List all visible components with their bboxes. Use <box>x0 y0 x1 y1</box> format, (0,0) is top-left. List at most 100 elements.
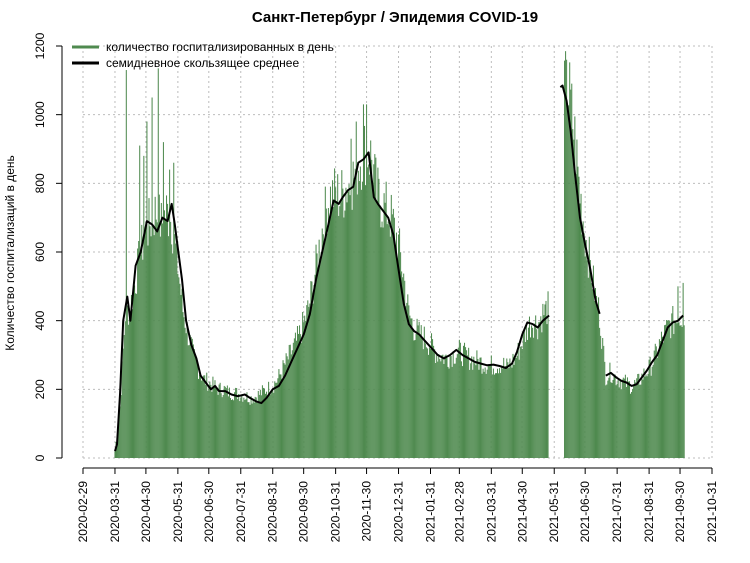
daily-bar <box>154 196 156 459</box>
daily-bar <box>369 174 371 458</box>
legend-label-line: семидневное скользящее среднее <box>106 56 299 70</box>
daily-bar <box>564 60 566 459</box>
daily-bar <box>162 142 164 458</box>
daily-bar <box>679 325 681 458</box>
daily-bar <box>418 321 420 458</box>
daily-bar <box>296 326 298 458</box>
daily-bar <box>255 397 257 458</box>
daily-bar <box>224 386 226 458</box>
daily-bar <box>186 322 188 458</box>
daily-bar <box>451 366 453 458</box>
daily-bar <box>359 166 361 459</box>
daily-bar <box>614 374 616 458</box>
daily-bar <box>546 324 548 458</box>
daily-bar <box>500 372 502 458</box>
daily-bar <box>544 304 546 458</box>
daily-bar <box>149 226 151 458</box>
daily-bar <box>445 354 447 458</box>
daily-bar <box>196 364 198 458</box>
moving-average-line <box>559 84 601 315</box>
daily-bar <box>501 365 503 458</box>
daily-bar <box>664 325 666 458</box>
daily-bar <box>424 343 426 458</box>
daily-bar <box>427 354 429 458</box>
daily-bar <box>343 217 345 458</box>
daily-bar <box>425 347 427 458</box>
daily-bar <box>494 373 496 458</box>
daily-bar <box>431 333 433 458</box>
daily-bar <box>313 285 315 458</box>
daily-bar <box>663 342 665 458</box>
daily-bar <box>593 300 595 458</box>
daily-bar <box>647 373 649 458</box>
daily-bar <box>155 219 157 458</box>
daily-bar <box>201 380 203 458</box>
daily-bar <box>442 354 444 458</box>
x-tick-label: 2020-12-31 <box>392 481 406 543</box>
daily-bar <box>478 369 480 458</box>
daily-bar <box>345 187 347 459</box>
y-tick-label: 600 <box>33 242 47 262</box>
daily-bar <box>161 223 163 458</box>
daily-bar <box>195 360 197 458</box>
daily-bar <box>641 373 643 458</box>
daily-bar <box>311 281 313 458</box>
daily-bar <box>437 361 439 458</box>
daily-bar <box>604 361 606 458</box>
daily-bar <box>395 232 397 458</box>
daily-bar <box>571 83 573 458</box>
daily-bar <box>328 216 330 458</box>
daily-bar <box>490 355 492 458</box>
daily-bar <box>114 451 116 458</box>
daily-bar <box>670 338 672 458</box>
daily-bar <box>426 348 428 458</box>
daily-bar <box>577 166 579 458</box>
daily-bar <box>461 366 463 458</box>
daily-bar <box>486 369 488 458</box>
daily-bar <box>447 366 449 458</box>
x-tick-label: 2021-05-31 <box>547 481 561 543</box>
y-axis-label: Количество госпитализаций в день <box>3 155 17 351</box>
daily-bar <box>432 339 434 458</box>
daily-bar <box>157 68 159 459</box>
daily-bar <box>362 104 364 458</box>
daily-bar <box>573 139 575 458</box>
daily-bar <box>346 202 348 458</box>
bar-series <box>114 51 685 459</box>
daily-bar <box>180 294 182 458</box>
daily-bar <box>372 185 374 458</box>
daily-bar <box>595 295 598 458</box>
daily-bar <box>606 384 608 458</box>
x-tick-label: 2020-07-31 <box>234 481 248 543</box>
daily-bar <box>601 348 603 458</box>
daily-bar <box>177 273 179 458</box>
daily-bar <box>535 315 537 458</box>
daily-bar <box>126 305 128 458</box>
daily-bar <box>384 202 386 458</box>
daily-bar <box>288 344 290 458</box>
daily-bar <box>333 207 335 458</box>
daily-bar <box>466 350 468 458</box>
y-tick-label: 200 <box>33 379 47 399</box>
daily-bar <box>481 373 483 458</box>
daily-bar <box>334 168 336 458</box>
daily-bar <box>250 396 252 458</box>
daily-bar <box>215 385 217 458</box>
daily-bar <box>438 354 440 458</box>
daily-bar <box>225 388 227 458</box>
daily-bar <box>497 368 499 458</box>
daily-bar <box>658 339 660 458</box>
daily-bar <box>653 350 655 458</box>
daily-bar <box>607 380 609 458</box>
daily-bar <box>360 189 362 458</box>
daily-bar <box>380 227 382 458</box>
daily-bar <box>480 357 482 458</box>
daily-bar <box>183 317 185 458</box>
daily-bar <box>642 379 644 458</box>
daily-bar <box>574 116 576 458</box>
daily-bar <box>184 327 186 458</box>
daily-bar <box>454 363 456 458</box>
daily-bar <box>257 390 259 458</box>
daily-bar <box>378 178 380 458</box>
daily-bar <box>281 378 283 458</box>
